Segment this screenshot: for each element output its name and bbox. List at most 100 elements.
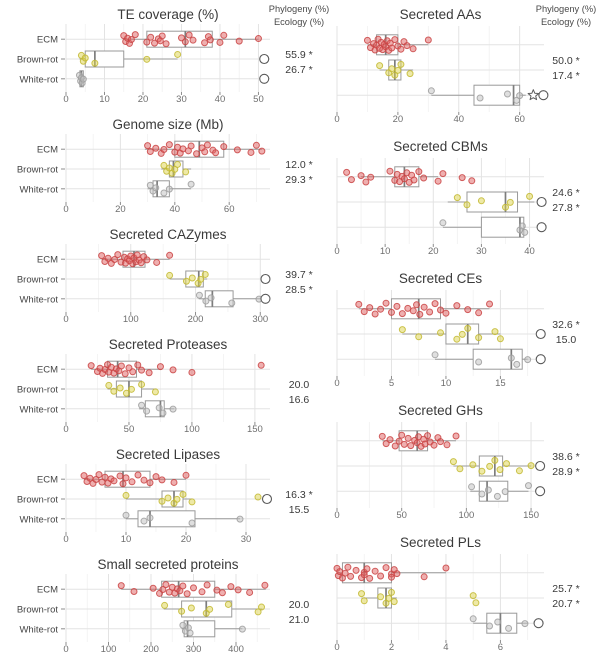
jitter-point: [377, 572, 385, 580]
jitter-point: [390, 598, 398, 606]
jitter-point: [491, 328, 499, 336]
jitter-point: [469, 592, 477, 600]
jitter-point: [162, 581, 170, 589]
x-tick-label: 20: [428, 246, 439, 257]
jitter-point: [393, 302, 401, 310]
box: [472, 348, 523, 370]
jitter-point: [382, 564, 390, 572]
jitter-point: [158, 497, 166, 505]
x-tick-label: 30: [241, 534, 252, 545]
jitter-point: [111, 256, 119, 264]
panel-title: Secreted Lipases: [116, 447, 221, 462]
jitter-point: [468, 177, 476, 185]
ecology-value: 15.5: [289, 504, 310, 516]
ecology-value: 16.6: [289, 394, 310, 406]
jitter-point: [496, 466, 504, 474]
jitter-point: [138, 380, 146, 388]
ecology-value: 20.7 *: [552, 598, 579, 610]
jitter-point: [101, 473, 109, 481]
jitter-point: [188, 519, 196, 527]
jitter-point: [143, 38, 151, 46]
x-tick-label: 20: [393, 114, 404, 125]
jitter-point: [391, 36, 399, 44]
jitter-point: [371, 310, 379, 318]
row-label-ecm: ECM: [37, 365, 58, 376]
jitter-point: [456, 465, 464, 473]
jitter-point: [493, 492, 501, 500]
jitter-point: [129, 368, 137, 376]
jitter-point: [424, 36, 432, 44]
jitter-point: [484, 486, 492, 494]
x-tick-label: 200: [188, 314, 204, 325]
jitter-point: [128, 478, 136, 486]
panel-te-coverage: 0 10 20 30 40 50 TE coverage (%) ECM Brown-rot Wh…: [17, 4, 329, 105]
x-tick-label: 0: [63, 204, 68, 215]
x-tick-label: 10: [380, 246, 391, 257]
jitter-point: [114, 251, 122, 259]
jitter-point: [410, 176, 418, 184]
row-label-ecm: ECM: [37, 475, 58, 486]
boxplot-white-rot: [195, 290, 271, 308]
jitter-point: [173, 495, 181, 503]
jitter-point: [371, 567, 379, 575]
x-tick-label: 100: [123, 314, 139, 325]
significance-circle-icon: [259, 73, 270, 84]
jitter-point: [143, 407, 151, 415]
boxplot-brown-rot: [447, 191, 547, 213]
x-tick-label: 200: [143, 644, 159, 655]
jitter-point: [363, 565, 371, 573]
ecology-value: 17.4 *: [552, 70, 579, 82]
jitter-point: [518, 222, 526, 230]
x-tick-label: 150: [523, 510, 539, 521]
jitter-point: [258, 603, 265, 611]
jitter-point: [165, 185, 173, 193]
significance-circle-icon: [535, 328, 546, 340]
jitter-point: [79, 75, 87, 83]
row-label-ecm: ECM: [37, 35, 58, 46]
jitter-point: [472, 599, 480, 607]
jitter-point: [220, 143, 228, 151]
jitter-point: [469, 615, 477, 623]
jitter-point: [151, 388, 159, 396]
jitter-point: [87, 362, 95, 370]
phylogeny-value: 25.7 *: [552, 583, 579, 595]
x-tick-label: 100: [184, 424, 200, 435]
jitter-point: [503, 90, 511, 98]
jitter-point: [524, 482, 532, 490]
jitter-point: [127, 385, 135, 393]
row-label-brown-rot: Brown-rot: [17, 275, 59, 286]
x-tick-label: 30: [176, 94, 187, 105]
panel-title: Secreted CAZymes: [109, 227, 226, 242]
panel-title: Secreted AAs: [400, 7, 482, 22]
x-tick-label: 10: [441, 378, 452, 389]
jitter-point: [363, 36, 371, 44]
jitter-point: [104, 254, 112, 262]
jitter-point: [449, 458, 457, 466]
jitter-point: [182, 168, 190, 176]
jitter-point: [516, 92, 524, 100]
boxplot-brown-rot: [160, 160, 192, 178]
ecology-value: 26.7 *: [285, 64, 312, 76]
jitter-point: [178, 607, 186, 615]
x-tick-label: 150: [247, 424, 263, 435]
jitter-point: [254, 35, 262, 43]
jitter-point: [91, 59, 99, 67]
jitter-point: [468, 483, 476, 491]
jitter-point: [188, 274, 196, 282]
jitter-point: [234, 586, 242, 594]
jitter-point: [403, 42, 411, 50]
jitter-point: [187, 604, 195, 612]
jitter-point: [377, 305, 385, 313]
x-tick-label: 5: [389, 378, 394, 389]
jitter-point: [475, 358, 483, 366]
jitter-point: [437, 329, 444, 337]
jitter-point: [407, 442, 415, 450]
row-label-brown-rot: Brown-rot: [17, 385, 59, 396]
jitter-point: [119, 480, 127, 488]
jitter-point: [426, 308, 434, 316]
jitter-point: [110, 477, 118, 485]
jitter-point: [494, 618, 502, 626]
jitter-point: [475, 334, 483, 342]
jitter-point: [160, 146, 168, 154]
jitter-point: [146, 479, 154, 487]
